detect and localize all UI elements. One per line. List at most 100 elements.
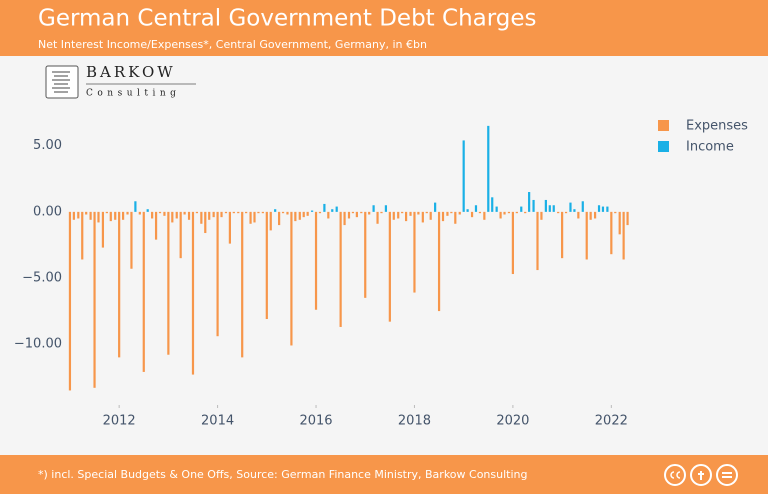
bar <box>368 211 371 215</box>
bar <box>503 211 506 215</box>
bar <box>191 211 195 375</box>
bar <box>404 211 408 222</box>
bar <box>339 211 342 327</box>
bar <box>158 211 162 214</box>
by-glyph <box>698 471 704 480</box>
bar <box>487 125 490 212</box>
bar <box>163 211 166 216</box>
bar <box>81 211 84 260</box>
bar <box>109 211 112 222</box>
bar <box>331 209 334 212</box>
bar <box>434 202 437 212</box>
bar <box>72 211 75 220</box>
y-tick-label: −10.00 <box>14 337 62 352</box>
bar <box>208 211 211 220</box>
bar <box>384 205 388 212</box>
bar <box>548 205 551 212</box>
bar <box>265 211 268 320</box>
bar <box>204 211 207 234</box>
bar <box>195 211 199 214</box>
by-icon <box>690 464 712 486</box>
bar <box>118 211 121 358</box>
bar <box>171 211 174 223</box>
bar <box>175 211 178 219</box>
chart-subtitle: Net Interest Income/Expenses*, Central G… <box>38 38 427 51</box>
bar <box>573 209 576 212</box>
cc-glyph <box>670 471 681 479</box>
bar <box>154 211 158 240</box>
x-tick-label: 2022 <box>595 414 628 429</box>
bar <box>85 211 88 215</box>
bar <box>536 211 539 271</box>
bar <box>581 201 584 212</box>
legend-label: Expenses <box>686 119 748 134</box>
x-tick-label: 2012 <box>103 414 136 429</box>
bar <box>77 211 80 219</box>
bar <box>237 211 240 214</box>
bar <box>167 211 170 355</box>
bar <box>417 211 420 215</box>
bar <box>557 211 560 214</box>
bar <box>478 211 482 214</box>
chart-title: German Central Government Debt Charges <box>38 6 537 32</box>
bar <box>216 211 219 337</box>
bar <box>126 211 129 215</box>
source-note: *) incl. Special Budgets & One Offs, Sou… <box>38 468 528 481</box>
logo: BARKOW Consulting <box>45 63 196 99</box>
logo-box <box>45 65 79 99</box>
bar <box>68 211 72 391</box>
bar <box>577 211 580 219</box>
bar <box>454 211 457 224</box>
bar <box>253 211 256 223</box>
bar <box>93 211 96 388</box>
bar <box>306 211 309 216</box>
bar <box>597 205 601 212</box>
bar <box>409 211 412 216</box>
bar <box>626 211 629 226</box>
bar <box>89 211 92 220</box>
bar <box>101 211 105 248</box>
bar <box>441 211 445 222</box>
bar <box>561 211 564 259</box>
bar <box>269 211 272 231</box>
x-tick-label: 2014 <box>201 414 234 429</box>
bar <box>224 211 228 214</box>
bar <box>470 211 474 218</box>
bar <box>228 211 231 244</box>
bar <box>290 211 293 346</box>
bar <box>347 211 351 219</box>
y-tick-label: 5.00 <box>33 138 62 153</box>
bar <box>495 206 498 212</box>
logo-tagline: Consulting <box>86 89 180 99</box>
bar <box>401 211 404 214</box>
bar <box>351 211 355 214</box>
bar <box>458 211 461 215</box>
bar <box>499 211 502 219</box>
bar <box>179 211 182 259</box>
bar <box>286 211 289 215</box>
bar <box>220 211 223 218</box>
bar <box>544 199 547 212</box>
bar <box>245 211 248 214</box>
bar <box>429 211 432 220</box>
logo-name: BARKOW <box>86 63 176 81</box>
bar <box>327 211 330 219</box>
bar <box>466 209 469 212</box>
bar <box>314 211 318 310</box>
bar <box>589 211 592 220</box>
x-tick-label: 2016 <box>299 414 332 429</box>
bar <box>355 211 358 218</box>
bar <box>564 211 568 214</box>
logo-icon <box>52 71 70 93</box>
bar <box>360 211 363 214</box>
header <box>0 0 768 56</box>
bar <box>274 209 277 212</box>
bar <box>413 211 416 293</box>
bar <box>425 211 428 214</box>
bar <box>397 211 400 219</box>
bar <box>462 140 465 212</box>
bar <box>335 206 338 212</box>
bar <box>569 202 572 212</box>
bar <box>618 211 621 235</box>
